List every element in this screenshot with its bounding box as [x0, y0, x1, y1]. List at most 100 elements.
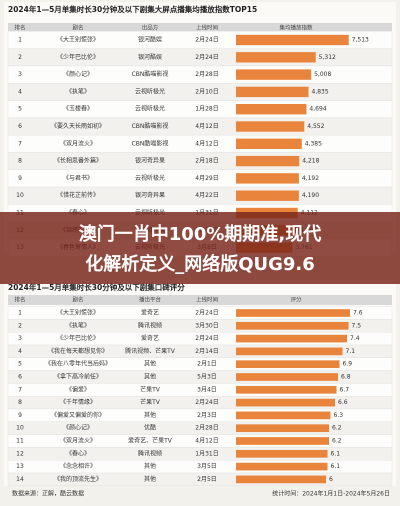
- column-header: 剧名: [72, 24, 83, 32]
- bar: [236, 373, 338, 381]
- value-label: 7.4: [350, 335, 360, 342]
- release-date: 2月24日: [195, 399, 218, 406]
- rank: 4: [18, 348, 22, 355]
- rank: 12: [16, 450, 24, 457]
- platform: 芒果TV: [140, 385, 161, 393]
- show-name: 《长相思番外篇》: [54, 157, 102, 165]
- value-label: 4,694: [309, 106, 326, 113]
- rank: 3: [18, 71, 22, 78]
- show-name: 《偏爱又偏爱的你》: [51, 411, 105, 419]
- show-name: 《我在每天都想见你》: [48, 347, 108, 355]
- value-label: 4,218: [302, 158, 319, 165]
- column-header: 播出平台: [139, 296, 162, 304]
- show-name: 《要久天长雨如初》: [51, 122, 105, 130]
- rank: 13: [16, 463, 24, 470]
- release-date: 3月4日: [197, 386, 217, 393]
- bar: [236, 104, 307, 115]
- rank: 6: [18, 374, 22, 381]
- rank: 2: [18, 322, 22, 329]
- rank: 10: [16, 425, 24, 432]
- release-date: 2月24日: [195, 37, 218, 44]
- release-date: 2月18日: [195, 158, 218, 165]
- platform: 银河奇异果: [135, 157, 165, 165]
- rank: 5: [18, 106, 22, 113]
- rank: 7: [18, 386, 22, 393]
- bar: [236, 155, 300, 167]
- show-name: 《执笔》: [66, 321, 90, 329]
- overlay-text: 澳门一肖中100%期期准,现代: [79, 223, 321, 245]
- value-label: 5,008: [314, 71, 331, 78]
- release-date: 2月24日: [195, 310, 218, 317]
- value-label: 4,552: [307, 123, 324, 130]
- overlay-text: 化解析定义_网络版QUG9.6: [85, 253, 315, 275]
- show-name: 《千年情缘》: [60, 398, 96, 406]
- platform: 腾讯视频: [138, 449, 162, 457]
- platform: 爱奇艺: [141, 334, 159, 342]
- rank: 5: [18, 361, 22, 368]
- platform: 银河酷娱: [138, 36, 162, 44]
- platform: 腾讯视频、芒果TV: [125, 347, 176, 355]
- platform: 其他: [144, 360, 156, 368]
- platform: 其他: [144, 475, 156, 483]
- table-title: 2024年1—5月单集时长30分钟及以下剧集大屏点播集均播放指数TOP15: [8, 4, 257, 14]
- show-name: 《颜心记》: [63, 70, 93, 78]
- value-label: 7.5: [352, 322, 362, 329]
- bar: [236, 69, 312, 80]
- release-date: 3月30日: [195, 322, 218, 329]
- release-date: 2月3日: [197, 412, 217, 419]
- value-label: 7,513: [352, 37, 369, 44]
- rank: 2: [18, 54, 22, 61]
- bar: [236, 121, 305, 132]
- rank: 9: [18, 412, 22, 419]
- bar: [236, 34, 349, 46]
- platform: 芒果TV: [140, 398, 161, 406]
- platform: 银河酷娱: [138, 53, 162, 61]
- value-label: 6.1: [331, 450, 341, 457]
- show-name: 《少年巴比伦》: [57, 53, 99, 61]
- column-header: 上线时间: [196, 24, 218, 32]
- bar: [236, 334, 347, 343]
- value-label: 6.1: [331, 463, 341, 470]
- value-label: 6.8: [341, 374, 351, 381]
- column-header: 排名: [14, 24, 25, 32]
- bar: [236, 475, 326, 484]
- release-date: 2月28日: [195, 71, 218, 78]
- show-name: 《少年巴比伦》: [57, 334, 99, 342]
- bar: [236, 385, 337, 394]
- release-date: 5月3日: [197, 374, 217, 381]
- platform: 云视听极光: [135, 174, 165, 182]
- bar: [236, 462, 328, 471]
- rank: 8: [18, 158, 22, 165]
- release-date: 2月28日: [195, 425, 218, 432]
- release-date: 4月12日: [195, 140, 218, 147]
- platform: 爱奇艺: [141, 309, 159, 317]
- value-label: 5,312: [319, 54, 336, 61]
- show-name: 《双月流火》: [60, 437, 96, 445]
- bar: [236, 52, 316, 63]
- bar: [236, 309, 350, 317]
- platform: 云视听极光: [135, 87, 165, 95]
- column-header: 集均播放指数: [279, 24, 313, 32]
- show-name: 《大王别慌张》: [57, 309, 99, 317]
- rank: 14: [16, 476, 24, 483]
- release-date: 3月5日: [197, 463, 217, 470]
- show-name: 《大王别慌张》: [57, 36, 99, 44]
- column-header: 出品方: [142, 24, 159, 32]
- show-name: 《双月流火》: [60, 139, 96, 147]
- platform: 其他: [144, 411, 156, 419]
- value-label: 6.9: [343, 361, 353, 368]
- rank: 10: [16, 192, 24, 199]
- value-label: 6.3: [334, 412, 344, 419]
- rank: 1: [18, 310, 22, 317]
- value-label: 4,385: [305, 140, 322, 147]
- release-date: 4月29日: [195, 175, 218, 182]
- column-header: 评分: [290, 296, 302, 304]
- show-name: 《拿下高冷前任》: [54, 373, 102, 381]
- bar: [236, 190, 299, 201]
- rank: 4: [18, 88, 22, 95]
- show-name: 《我在八零年代当后妈》: [45, 360, 111, 368]
- platform: 腾讯视频: [138, 321, 162, 329]
- value-label: 6: [329, 476, 333, 483]
- platform: 爱奇艺、芒果TV: [128, 437, 173, 445]
